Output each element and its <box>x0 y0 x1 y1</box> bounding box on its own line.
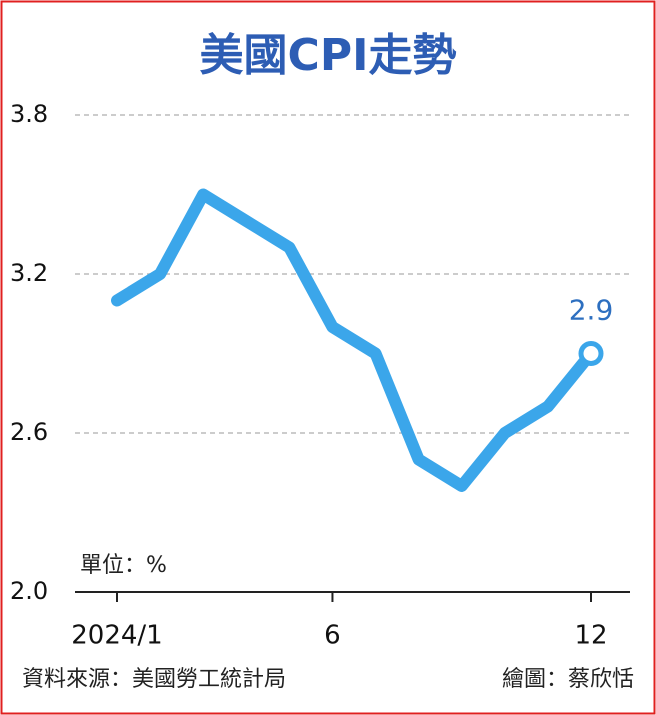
credit: 繪圖：蔡欣恬 <box>502 667 634 692</box>
end-marker <box>578 341 604 366</box>
x-tick-label: 12 <box>574 621 607 651</box>
x-tick-label: 2024/1 <box>71 621 162 651</box>
y-tick-label: 3.8 <box>10 100 48 128</box>
line-series <box>111 188 597 492</box>
y-tick-label: 2.0 <box>10 577 48 605</box>
y-tick-label: 3.2 <box>10 259 48 287</box>
data-label: 2.9 <box>569 294 614 327</box>
y-tick-label: 2.6 <box>10 418 48 446</box>
chart-title: 美國CPI走勢 <box>200 30 457 81</box>
x-tick-label: 6 <box>324 621 341 651</box>
source: 資料來源：美國勞工統計局 <box>22 667 286 692</box>
unit-label: 單位：% <box>80 553 167 578</box>
